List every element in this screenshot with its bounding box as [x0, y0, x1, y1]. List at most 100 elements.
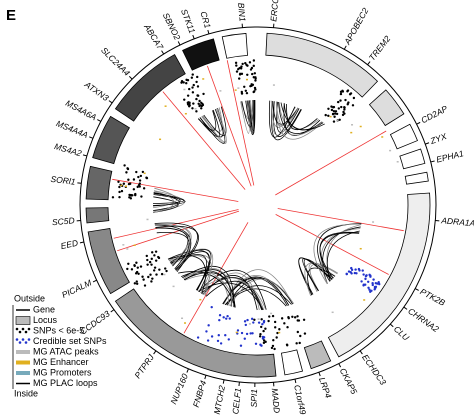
- gene-tick: [207, 29, 210, 35]
- snp-dot: [133, 263, 136, 267]
- snp-dot: [150, 263, 153, 266]
- snp-dot: [132, 178, 136, 181]
- gene-tick: [153, 350, 157, 355]
- snp-dot: [188, 87, 191, 91]
- snp-dot: [142, 278, 145, 281]
- snp-dot: [201, 103, 205, 107]
- gene-tick: [204, 375, 207, 380]
- snp-dot: [146, 258, 149, 262]
- legend-swatch: [15, 338, 19, 341]
- snp-dot: [127, 262, 130, 265]
- snp-dot: [250, 66, 254, 70]
- red-line: [112, 178, 239, 202]
- snp-dot: [262, 329, 265, 333]
- gene-label: NUP160: [168, 372, 190, 406]
- snp-dot: [254, 342, 258, 346]
- snp-dot: [253, 318, 256, 321]
- snp-dot: [207, 324, 210, 327]
- gene-track: [79, 26, 437, 384]
- snp-dot: [183, 98, 186, 101]
- snp-dot: [122, 182, 126, 185]
- plac-loop: [200, 277, 263, 311]
- mg-feature: [183, 88, 186, 91]
- snp-dot: [191, 107, 194, 110]
- snp-dot: [245, 332, 249, 336]
- snp-dot: [187, 101, 190, 104]
- plac-loop: [155, 225, 199, 271]
- locus-segment: [327, 192, 431, 358]
- snp-dot: [165, 269, 168, 273]
- mg-feature: [120, 184, 123, 187]
- gene-label: TREM2: [367, 34, 393, 63]
- snp-dot: [138, 185, 141, 188]
- snp-dot: [141, 275, 144, 278]
- snp-dot: [252, 90, 255, 94]
- locus-segment: [85, 165, 113, 201]
- mg-feature: [143, 172, 146, 175]
- mg-feature: [381, 136, 384, 138]
- snp-dot: [225, 317, 228, 320]
- snp-dot: [198, 99, 201, 103]
- snp-dot: [226, 314, 229, 318]
- snp-dot: [243, 337, 246, 340]
- plac-loop: [286, 103, 318, 130]
- gene-tick: [186, 368, 189, 373]
- plac-loop: [275, 101, 323, 136]
- snp-dot: [142, 187, 146, 190]
- snp-dot: [150, 280, 153, 283]
- snp-dot: [154, 250, 158, 253]
- mg-feature: [248, 323, 251, 325]
- plac-loop: [153, 192, 180, 211]
- snp-dot: [331, 112, 335, 116]
- plac-loop: [202, 275, 258, 311]
- mg-feature: [124, 185, 127, 187]
- snp-dot: [200, 107, 203, 110]
- snp-dot: [139, 265, 143, 268]
- snp-dot: [296, 319, 299, 322]
- snp-dot: [160, 272, 164, 276]
- snp-dot: [188, 104, 191, 107]
- snp-dot: [222, 316, 225, 319]
- mg-feature: [164, 105, 167, 107]
- snp-dot: [196, 94, 200, 97]
- gene-label: LRP4: [317, 376, 334, 400]
- locus-segment: [404, 171, 429, 185]
- legend-swatch: [24, 330, 28, 334]
- snp-dot: [327, 114, 330, 117]
- snp-dot: [333, 112, 337, 115]
- plac-loop: [197, 110, 217, 131]
- snp-dot: [302, 318, 306, 321]
- snp-dot: [239, 344, 243, 347]
- snp-dot: [374, 285, 378, 289]
- snp-dot: [139, 174, 143, 178]
- snp-dot: [335, 112, 339, 116]
- snp-dot: [262, 319, 266, 323]
- snp-dot: [296, 330, 300, 334]
- gene-label: SORl1: [50, 174, 76, 187]
- snp-dot: [153, 266, 157, 269]
- legend-item: SNPs < 6e-5: [33, 325, 84, 335]
- snp-dot: [138, 182, 142, 185]
- mg-feature: [234, 89, 237, 91]
- snp-dot: [248, 61, 252, 64]
- locus-segment: [92, 115, 130, 165]
- snp-dot: [227, 338, 230, 341]
- gene-label: C1orf49: [292, 384, 308, 416]
- snp-dot: [111, 196, 115, 199]
- snp-dot: [192, 83, 195, 87]
- mg-feature: [389, 149, 392, 152]
- snp-dot: [153, 254, 156, 257]
- snp-dot: [271, 314, 275, 318]
- snp-dot: [152, 269, 156, 272]
- snp-dot: [368, 273, 371, 277]
- snp-dot: [298, 341, 301, 345]
- plac-loop: [170, 254, 207, 291]
- snp-dot: [347, 270, 351, 273]
- mg-feature: [359, 247, 362, 250]
- gene-label: MS4A2: [53, 141, 83, 158]
- snp-dot: [360, 280, 363, 283]
- snp-dot: [235, 70, 239, 73]
- snp-dot: [244, 89, 248, 92]
- mg-feature: [126, 248, 129, 250]
